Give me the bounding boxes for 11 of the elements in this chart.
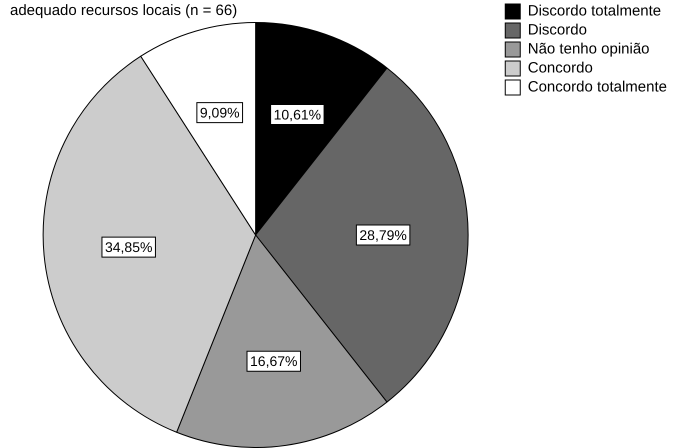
data-label: 16,67% <box>250 353 298 370</box>
legend-label: Concordo totalmente <box>528 78 667 96</box>
legend-label: Discordo totalmente <box>528 2 662 20</box>
legend-label: Não tenho opinião <box>528 40 650 58</box>
chart-title: adequado recursos locais (n = 66) <box>10 2 238 20</box>
legend-label: Discordo <box>528 22 587 39</box>
data-label: 9,09% <box>200 104 240 121</box>
data-label: 10,61% <box>274 106 322 122</box>
legend-label: Concordo <box>528 60 593 77</box>
data-label: 34,85% <box>104 238 152 255</box>
data-label: 28,79% <box>359 226 407 243</box>
